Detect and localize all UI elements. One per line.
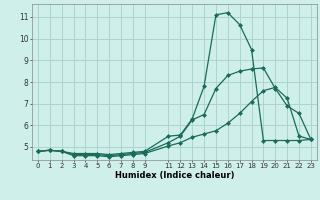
X-axis label: Humidex (Indice chaleur): Humidex (Indice chaleur) <box>115 171 234 180</box>
